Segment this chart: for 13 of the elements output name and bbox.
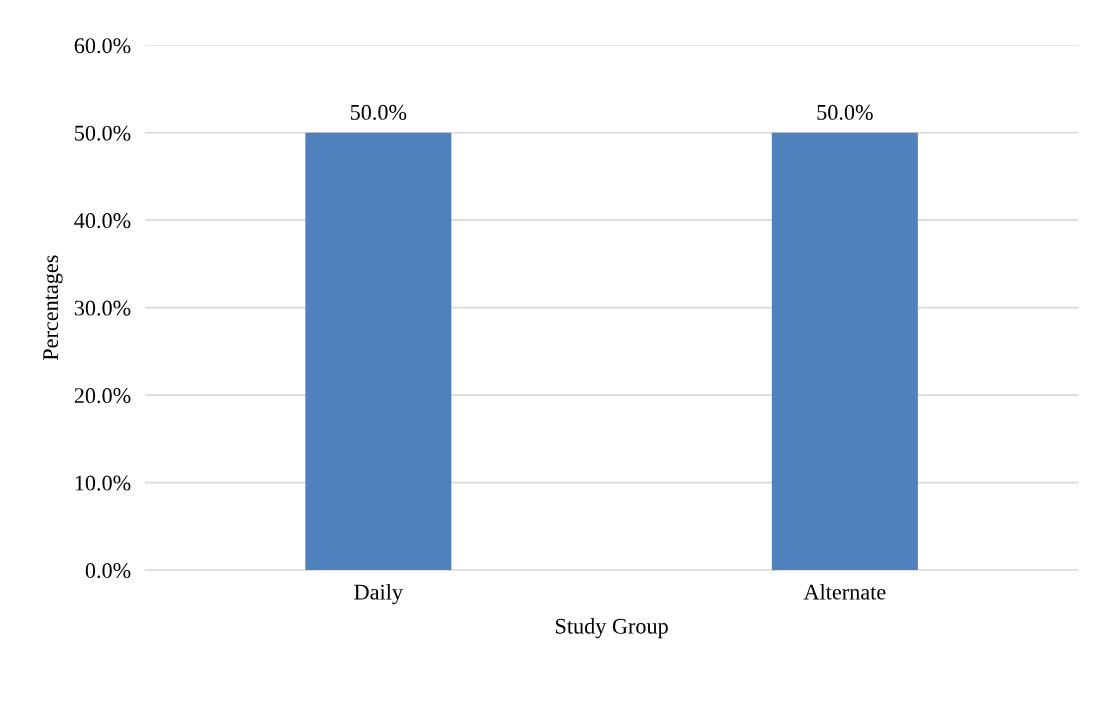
y-tick-label: 50.0%	[75, 125, 131, 141]
y-tick-label: 30.0%	[74, 300, 131, 316]
y-tick-label: 40.0%	[74, 213, 131, 229]
y-tick-label: 0.0%	[85, 563, 131, 579]
x-axis-title: Study Group	[555, 618, 668, 639]
data-label: 50.0%	[817, 104, 873, 120]
y-axis-title: Percentages	[43, 255, 63, 361]
y-tick-label: 20.0%	[74, 388, 131, 404]
y-tick-label: 60.0%	[74, 38, 131, 54]
x-tick-label: Alternate	[803, 583, 886, 600]
y-tick-label: 10.0%	[75, 475, 131, 491]
data-label: 50.0%	[350, 104, 407, 120]
x-tick-label: Daily	[354, 583, 403, 605]
